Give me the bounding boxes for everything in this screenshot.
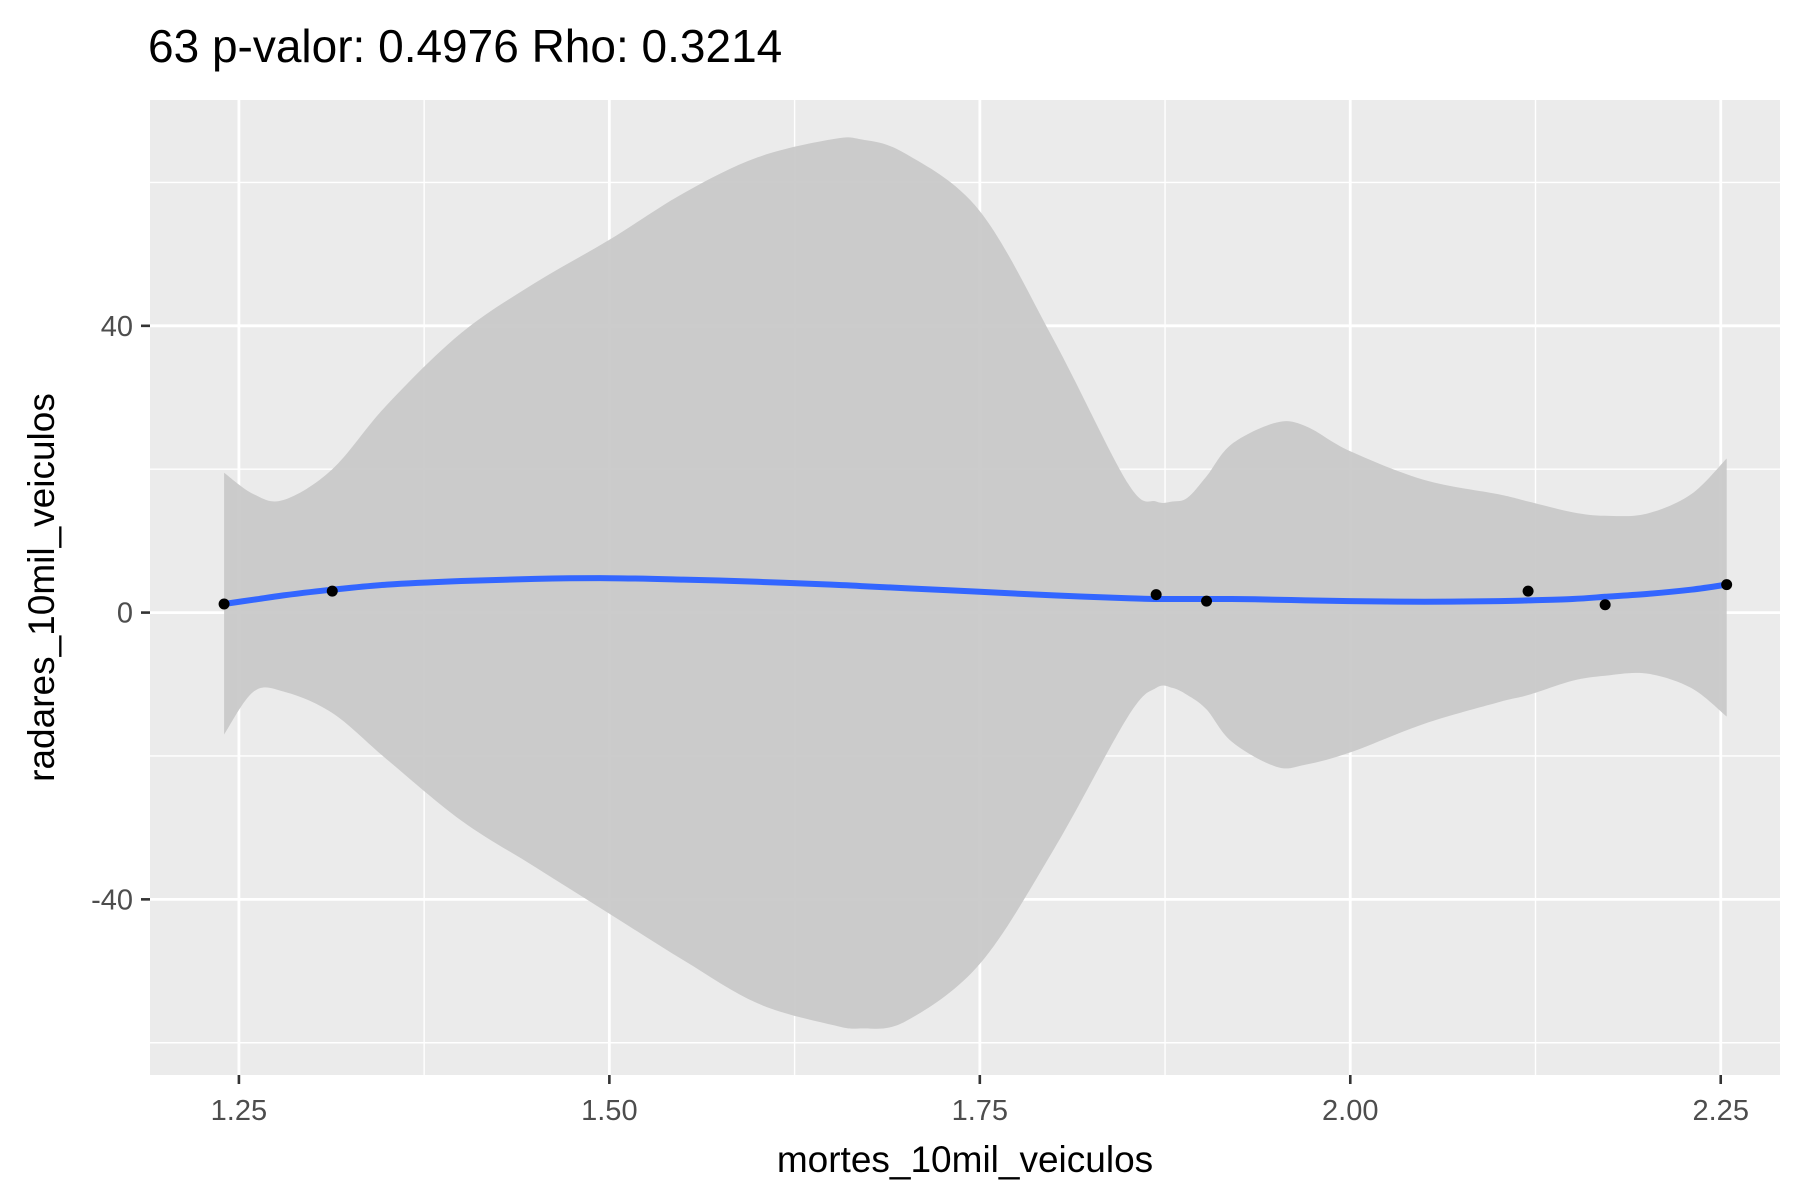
x-tick-label: 1.50 [581, 1095, 637, 1127]
data-points [218, 579, 1733, 611]
x-tick-label: 2.00 [1322, 1095, 1378, 1127]
x-tick-label: 2.25 [1693, 1095, 1749, 1127]
y-tick-label: 0 [117, 598, 133, 630]
x-tick-label: 1.75 [952, 1095, 1008, 1127]
data-point [1201, 595, 1213, 607]
confidence-band [224, 137, 1727, 1029]
data-point [1150, 589, 1162, 601]
y-axis-title: radares_10mil_veiculos [21, 393, 62, 782]
x-axis: 1.25 1.50 1.75 2.00 2.25 [211, 1075, 1749, 1127]
smooth-line [221, 575, 1730, 607]
x-tick-label: 1.25 [211, 1095, 267, 1127]
chart-title: 63 p-valor: 0.4976 Rho: 0.3214 [148, 20, 782, 72]
data-point [1721, 579, 1733, 591]
y-tick-label: -40 [91, 884, 133, 916]
data-point [218, 598, 230, 610]
x-axis-title: mortes_10mil_veiculos [777, 1139, 1153, 1180]
data-point [1522, 585, 1534, 597]
y-axis: -40 0 40 [91, 311, 150, 916]
data-point [1599, 599, 1611, 611]
y-tick-label: 40 [101, 311, 133, 343]
data-point [326, 585, 338, 597]
